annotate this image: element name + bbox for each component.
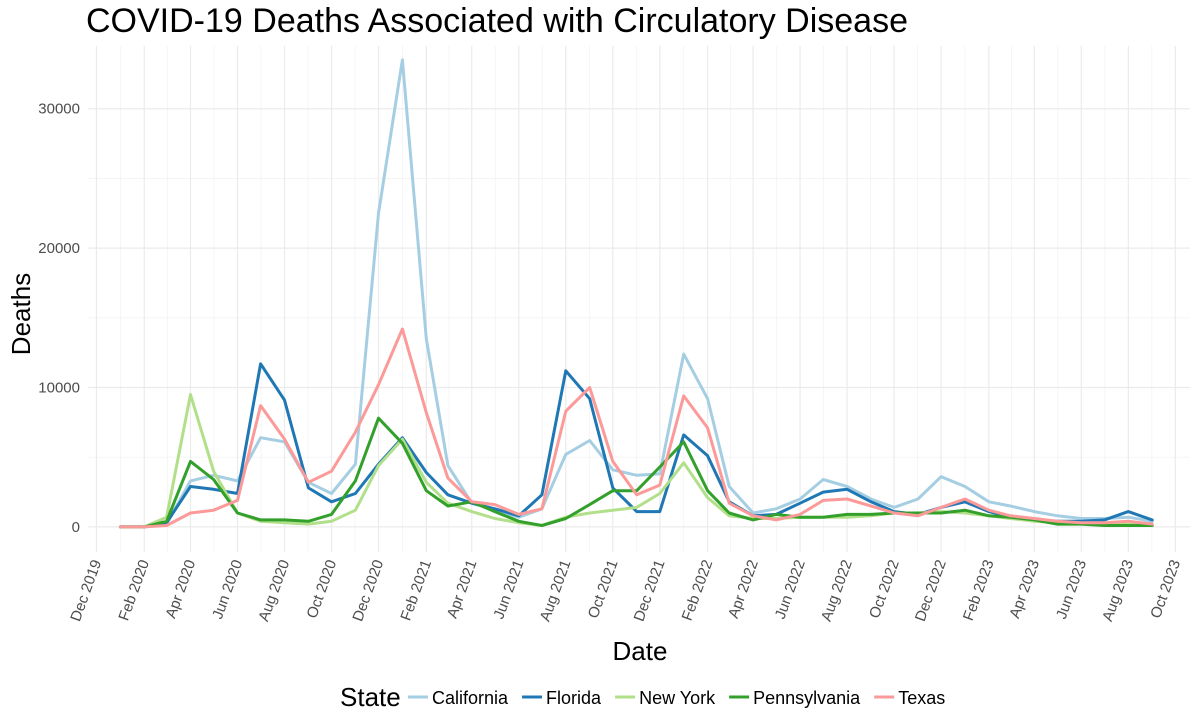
chart-title: COVID-19 Deaths Associated with Circulat… xyxy=(86,2,908,40)
series-lines xyxy=(118,58,1154,529)
x-tick-label: Feb 2020 xyxy=(115,558,153,623)
x-tick-label: Aug 2022 xyxy=(818,558,856,624)
series-line-pennsylvania xyxy=(118,416,1154,529)
x-tick-label: Feb 2023 xyxy=(960,558,998,623)
legend-label-california: California xyxy=(432,688,509,708)
x-axis-ticks: Dec 2019 Feb 2020 Apr 2020 Jun 2020 Aug 2020… xyxy=(67,558,1184,624)
x-tick-label: Apr 2022 xyxy=(725,558,762,621)
legend-label-pennsylvania: Pennsylvania xyxy=(753,688,861,708)
y-axis-title: Deaths xyxy=(6,273,36,355)
x-tick-label: Oct 2021 xyxy=(585,558,622,621)
legend-label-new-york: New York xyxy=(639,688,716,708)
x-tick-label: Oct 2020 xyxy=(303,558,340,621)
x-tick-label: Apr 2023 xyxy=(1006,558,1043,621)
x-tick-label: Jun 2021 xyxy=(490,558,527,622)
legend: State California Florida New York Pennsylva… xyxy=(340,682,945,712)
legend-label-florida: Florida xyxy=(546,688,602,708)
series-line-texas xyxy=(118,327,1154,529)
y-tick-label: 30000 xyxy=(38,101,80,118)
x-tick-label: Dec 2022 xyxy=(912,558,950,624)
x-tick-label: Dec 2021 xyxy=(631,558,669,624)
major-grid xyxy=(88,46,1190,552)
x-tick-label: Dec 2020 xyxy=(349,558,387,624)
legend-label-texas: Texas xyxy=(898,688,945,708)
x-tick-label: Oct 2022 xyxy=(866,558,903,621)
x-tick-label: Jun 2022 xyxy=(772,558,809,622)
x-tick-label: Feb 2021 xyxy=(397,558,435,623)
x-tick-label: Aug 2020 xyxy=(255,558,293,624)
x-axis-title: Date xyxy=(613,636,668,666)
y-axis-ticks: 0 10000 20000 30000 xyxy=(38,101,80,536)
x-tick-label: Feb 2022 xyxy=(679,558,717,623)
minor-grid xyxy=(88,46,1190,552)
x-tick-label: Apr 2021 xyxy=(444,558,481,621)
y-tick-label: 10000 xyxy=(38,380,80,397)
x-tick-label: Jun 2023 xyxy=(1053,558,1090,622)
series-line-florida xyxy=(118,362,1154,529)
x-tick-label: Apr 2020 xyxy=(162,558,199,621)
legend-title: State xyxy=(340,682,401,712)
x-tick-label: Dec 2019 xyxy=(67,558,105,624)
x-tick-label: Jun 2020 xyxy=(209,558,246,622)
y-tick-label: 0 xyxy=(72,519,80,536)
x-tick-label: Aug 2021 xyxy=(537,558,575,624)
x-tick-label: Oct 2023 xyxy=(1147,558,1184,621)
y-tick-label: 20000 xyxy=(38,240,80,257)
x-tick-label: Aug 2023 xyxy=(1099,558,1137,624)
